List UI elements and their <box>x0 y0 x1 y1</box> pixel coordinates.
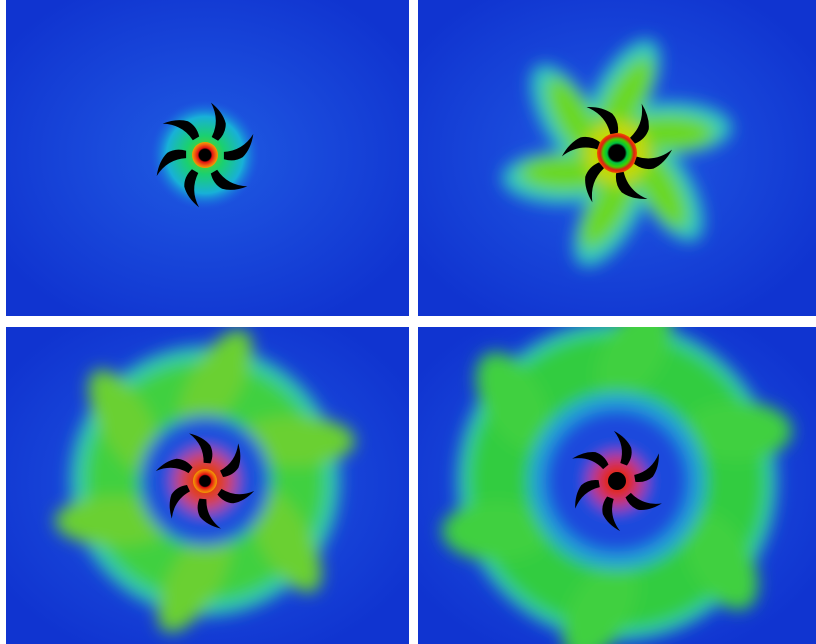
page: {} html, body { margin: 0; padding: 0; b… <box>0 0 816 644</box>
hub <box>608 472 626 490</box>
panel-4 <box>418 289 816 644</box>
simulation-grid <box>0 0 816 644</box>
hub <box>192 142 218 168</box>
hub <box>597 133 637 173</box>
hub <box>193 469 217 493</box>
panel-2 <box>418 0 816 316</box>
panel-1 <box>6 0 409 316</box>
panel-3 <box>6 319 409 644</box>
page-body <box>0 0 816 644</box>
